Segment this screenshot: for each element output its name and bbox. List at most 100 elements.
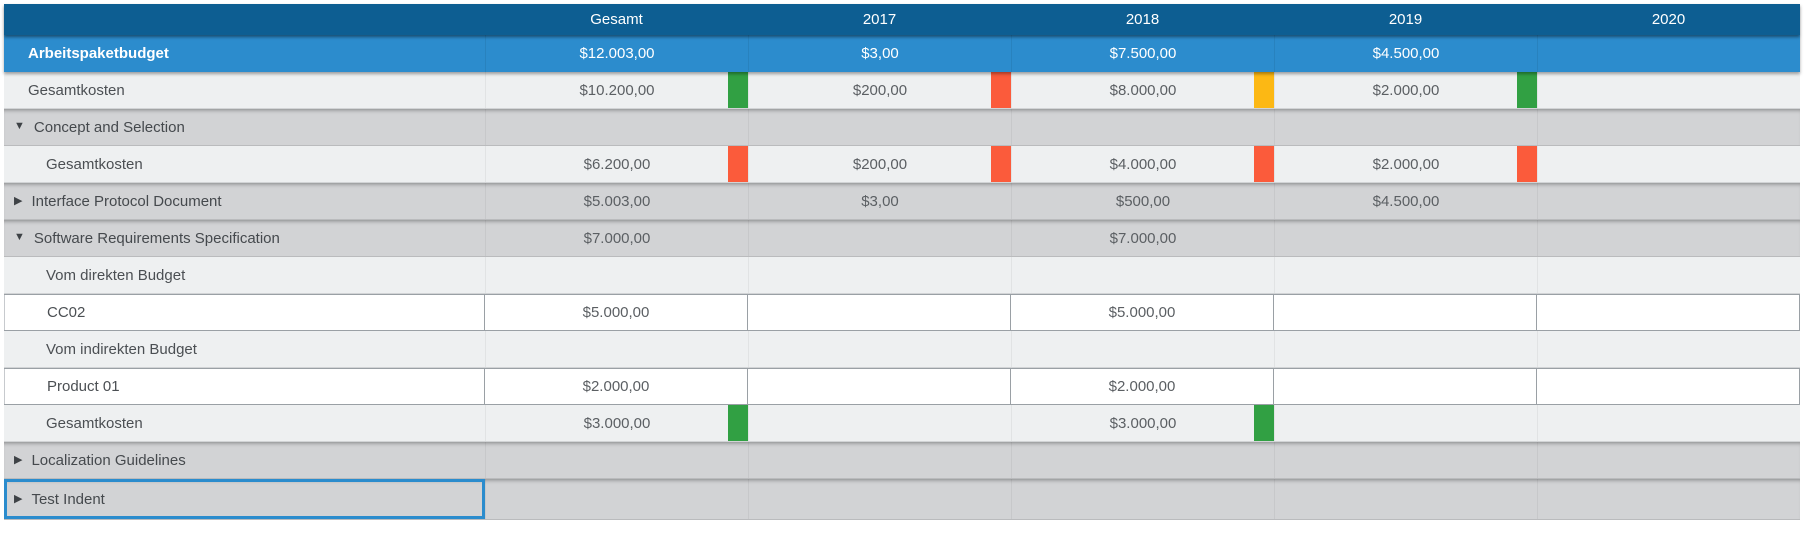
cell-value: $2.000,00	[582, 378, 650, 395]
cell-interface-protocol-document-2018: $500,00	[1011, 183, 1274, 219]
triangle-right-icon[interactable]: ▶	[14, 453, 23, 466]
row-label: Gesamtkosten	[28, 81, 125, 99]
cell-localization-guidelines-2018	[1011, 442, 1274, 478]
cell-value: $12.003,00	[579, 45, 655, 62]
cell-vom-direkten-budget-2020	[1537, 257, 1800, 293]
cell-arbeitspaketbudget-2017: $3,00	[748, 35, 1011, 72]
cell-value: $200,00	[852, 81, 908, 99]
cell-value: $500,00	[1115, 192, 1171, 210]
cell-gesamtkosten-total-gesamt: $10.200,00	[485, 72, 748, 108]
column-header-2020: 2020	[1651, 11, 1686, 28]
cell-gesamtkosten-concept-2017: $200,00	[748, 146, 1011, 182]
row-concept-and-selection[interactable]: ▼ Concept and Selection	[4, 109, 1800, 146]
column-header-2017: 2017	[862, 11, 897, 28]
cell-localization-guidelines-2020	[1537, 442, 1800, 478]
row-label: Software Requirements Specification	[33, 229, 280, 247]
row-label-cell: ▶ Localization Guidelines	[4, 442, 485, 478]
cell-value: $5.000,00	[1108, 304, 1176, 321]
status-bar-amber	[1254, 72, 1274, 108]
row-label-cell: Gesamtkosten	[4, 72, 485, 108]
cell-value: $3,00	[861, 192, 899, 210]
cell-localization-guidelines-2017	[748, 442, 1011, 478]
cell-localization-guidelines-gesamt	[485, 442, 748, 478]
cell-gesamtkosten-concept-gesamt: $6.200,00	[485, 146, 748, 182]
status-bar-red	[1517, 146, 1537, 182]
status-bar-red	[991, 72, 1011, 108]
row-arbeitspaketbudget: Arbeitspaketbudget $12.003,00 $3,00 $7.500,…	[4, 35, 1800, 72]
cell-product-01-2018[interactable]: $2.000,00	[1011, 369, 1274, 404]
row-vom-direkten-budget: Vom direkten Budget	[4, 257, 1800, 294]
cell-concept-and-selection-2019	[1274, 109, 1537, 145]
cell-test-indent-2020	[1537, 479, 1800, 519]
cell-gesamtkosten-concept-2019: $2.000,00	[1274, 146, 1537, 182]
row-software-requirements-specification[interactable]: ▼ Software Requirements Specification $7.0…	[4, 220, 1800, 257]
cell-cc02-gesamt[interactable]: $5.000,00	[485, 295, 748, 330]
cell-cc02-2018[interactable]: $5.000,00	[1011, 295, 1274, 330]
cell-gesamtkosten-total-2017: $200,00	[748, 72, 1011, 108]
cell-cc02-2019[interactable]	[1274, 295, 1537, 330]
row-label-cell: Gesamtkosten	[4, 405, 485, 441]
row-cc02: CC02 $5.000,00 $5.000,00	[4, 294, 1800, 331]
cell-vom-direkten-budget-2017	[748, 257, 1011, 293]
triangle-right-icon[interactable]: ▶	[14, 194, 23, 207]
row-label: Localization Guidelines	[31, 451, 186, 469]
row-label-cell: ▼ Software Requirements Specification	[4, 220, 485, 256]
cell-vom-direkten-budget-2018	[1011, 257, 1274, 293]
cell-vom-indirekten-budget-gesamt	[485, 331, 748, 367]
cell-software-requirements-specification-2018: $7.000,00	[1011, 220, 1274, 256]
triangle-down-icon[interactable]: ▼	[14, 120, 25, 132]
row-label: Vom direkten Budget	[46, 266, 186, 284]
row-label: CC02	[47, 304, 86, 321]
cell-value: $2.000,00	[1372, 81, 1440, 99]
row-label: Concept and Selection	[33, 118, 185, 136]
cell-gesamtkosten-total-2020	[1537, 72, 1800, 108]
cell-test-indent-2017	[748, 479, 1011, 519]
cell-gesamtkosten-software-2018: $3.000,00	[1011, 405, 1274, 441]
row-label: Vom indirekten Budget	[46, 340, 197, 358]
cell-value: $7.500,00	[1109, 45, 1177, 62]
triangle-down-icon[interactable]: ▼	[14, 231, 25, 243]
row-gesamtkosten-total: Gesamtkosten $10.200,00 $200,00 $8.000,00 $2…	[4, 72, 1800, 109]
row-interface-protocol-document[interactable]: ▶ Interface Protocol Document $5.003,00 $3,…	[4, 183, 1800, 220]
cell-value: $4.000,00	[1109, 155, 1177, 173]
cell-concept-and-selection-2020	[1537, 109, 1800, 145]
status-bar-green	[728, 72, 748, 108]
cell-vom-indirekten-budget-2020	[1537, 331, 1800, 367]
cell-vom-direkten-budget-2019	[1274, 257, 1537, 293]
column-header-spacer	[4, 4, 485, 35]
cell-interface-protocol-document-2017: $3,00	[748, 183, 1011, 219]
row-test-indent[interactable]: ▶ Test Indent	[4, 479, 1800, 520]
cell-vom-indirekten-budget-2017	[748, 331, 1011, 367]
status-bar-green	[728, 405, 748, 441]
cell-value: $5.003,00	[583, 192, 651, 210]
cell-product-01-gesamt[interactable]: $2.000,00	[485, 369, 748, 404]
cell-value: $7.000,00	[1109, 229, 1177, 247]
cell-product-01-2020[interactable]	[1537, 369, 1800, 404]
cell-cc02-2020[interactable]	[1537, 295, 1800, 330]
cell-value: $4.500,00	[1372, 192, 1440, 210]
row-label: Gesamtkosten	[46, 414, 143, 432]
status-bar-red	[991, 146, 1011, 182]
column-header-gesamt: Gesamt	[590, 11, 643, 28]
cell-gesamtkosten-total-2019: $2.000,00	[1274, 72, 1537, 108]
cell-concept-and-selection-2018	[1011, 109, 1274, 145]
status-bar-green	[1517, 72, 1537, 108]
cell-software-requirements-specification-2020	[1537, 220, 1800, 256]
cell-product-01-2017[interactable]	[748, 369, 1011, 404]
cell-vom-indirekten-budget-2019	[1274, 331, 1537, 367]
triangle-right-icon[interactable]: ▶	[14, 492, 23, 505]
row-localization-guidelines[interactable]: ▶ Localization Guidelines	[4, 442, 1800, 479]
cell-test-indent-gesamt	[485, 479, 748, 519]
cell-product-01-2019[interactable]	[1274, 369, 1537, 404]
cell-value: $2.000,00	[1372, 155, 1440, 173]
cell-arbeitspaketbudget-2018: $7.500,00	[1011, 35, 1274, 72]
row-label-cell: ▼ Concept and Selection	[4, 109, 485, 145]
row-gesamtkosten-software: Gesamtkosten $3.000,00 $3.000,00	[4, 405, 1800, 442]
cell-vom-indirekten-budget-2018	[1011, 331, 1274, 367]
column-header-2019: 2019	[1388, 11, 1423, 28]
status-bar-red	[1254, 146, 1274, 182]
row-label: Product 01	[47, 378, 120, 395]
cell-cc02-2017[interactable]	[748, 295, 1011, 330]
cell-software-requirements-specification-2017	[748, 220, 1011, 256]
cell-value: $3.000,00	[1109, 414, 1177, 432]
